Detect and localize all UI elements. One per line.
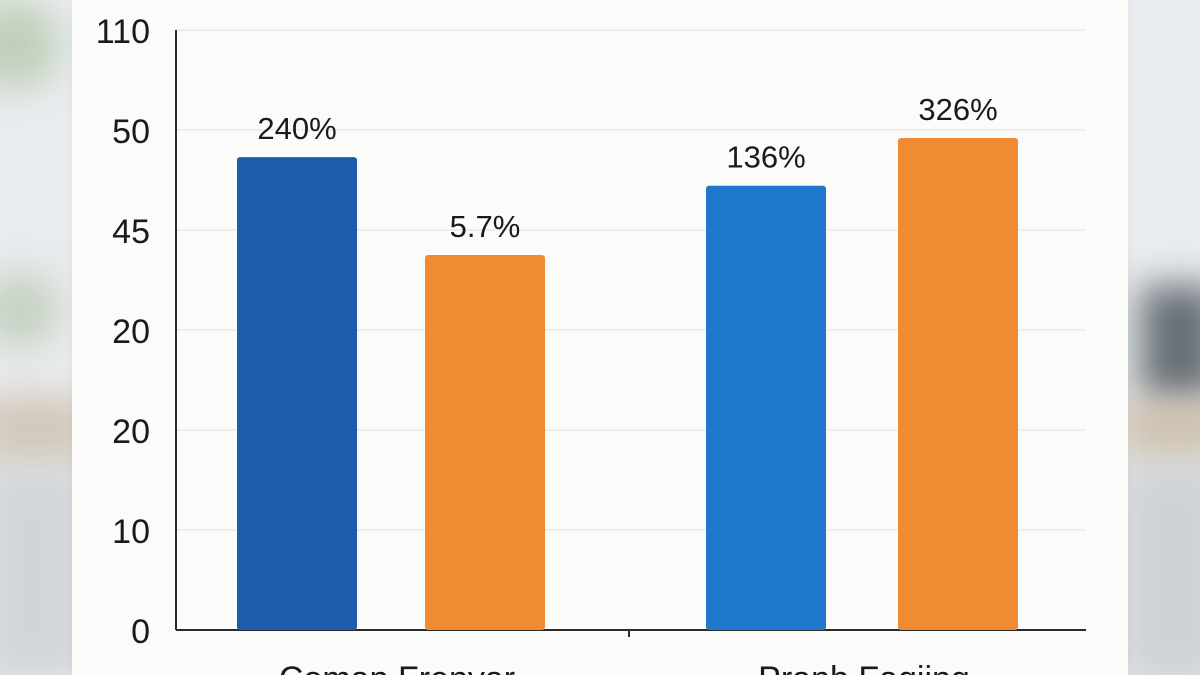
y-tick-label: 0 [131, 613, 150, 651]
x-category-label: Comap Frenyar [279, 660, 515, 675]
data-label: 136% [726, 140, 805, 175]
y-tick-label: 45 [112, 213, 150, 251]
data-label: 240% [257, 111, 336, 146]
y-tick-label: 20 [112, 413, 150, 451]
bar [706, 185, 826, 630]
x-category-label: Pranb Faqiing [758, 660, 970, 675]
y-tick-label: 10 [112, 513, 150, 551]
bar [237, 157, 357, 631]
data-label: 326% [918, 92, 997, 127]
y-tick-label: 110 [96, 13, 150, 51]
bar [898, 138, 1018, 630]
bar [425, 255, 545, 630]
data-label: 5.7% [450, 209, 521, 244]
y-tick-label: 20 [112, 313, 150, 351]
y-tick-label: 50 [112, 113, 150, 151]
monitor-blur [1140, 285, 1200, 400]
floor-blur [1120, 465, 1200, 675]
desk-blur [1120, 400, 1200, 460]
